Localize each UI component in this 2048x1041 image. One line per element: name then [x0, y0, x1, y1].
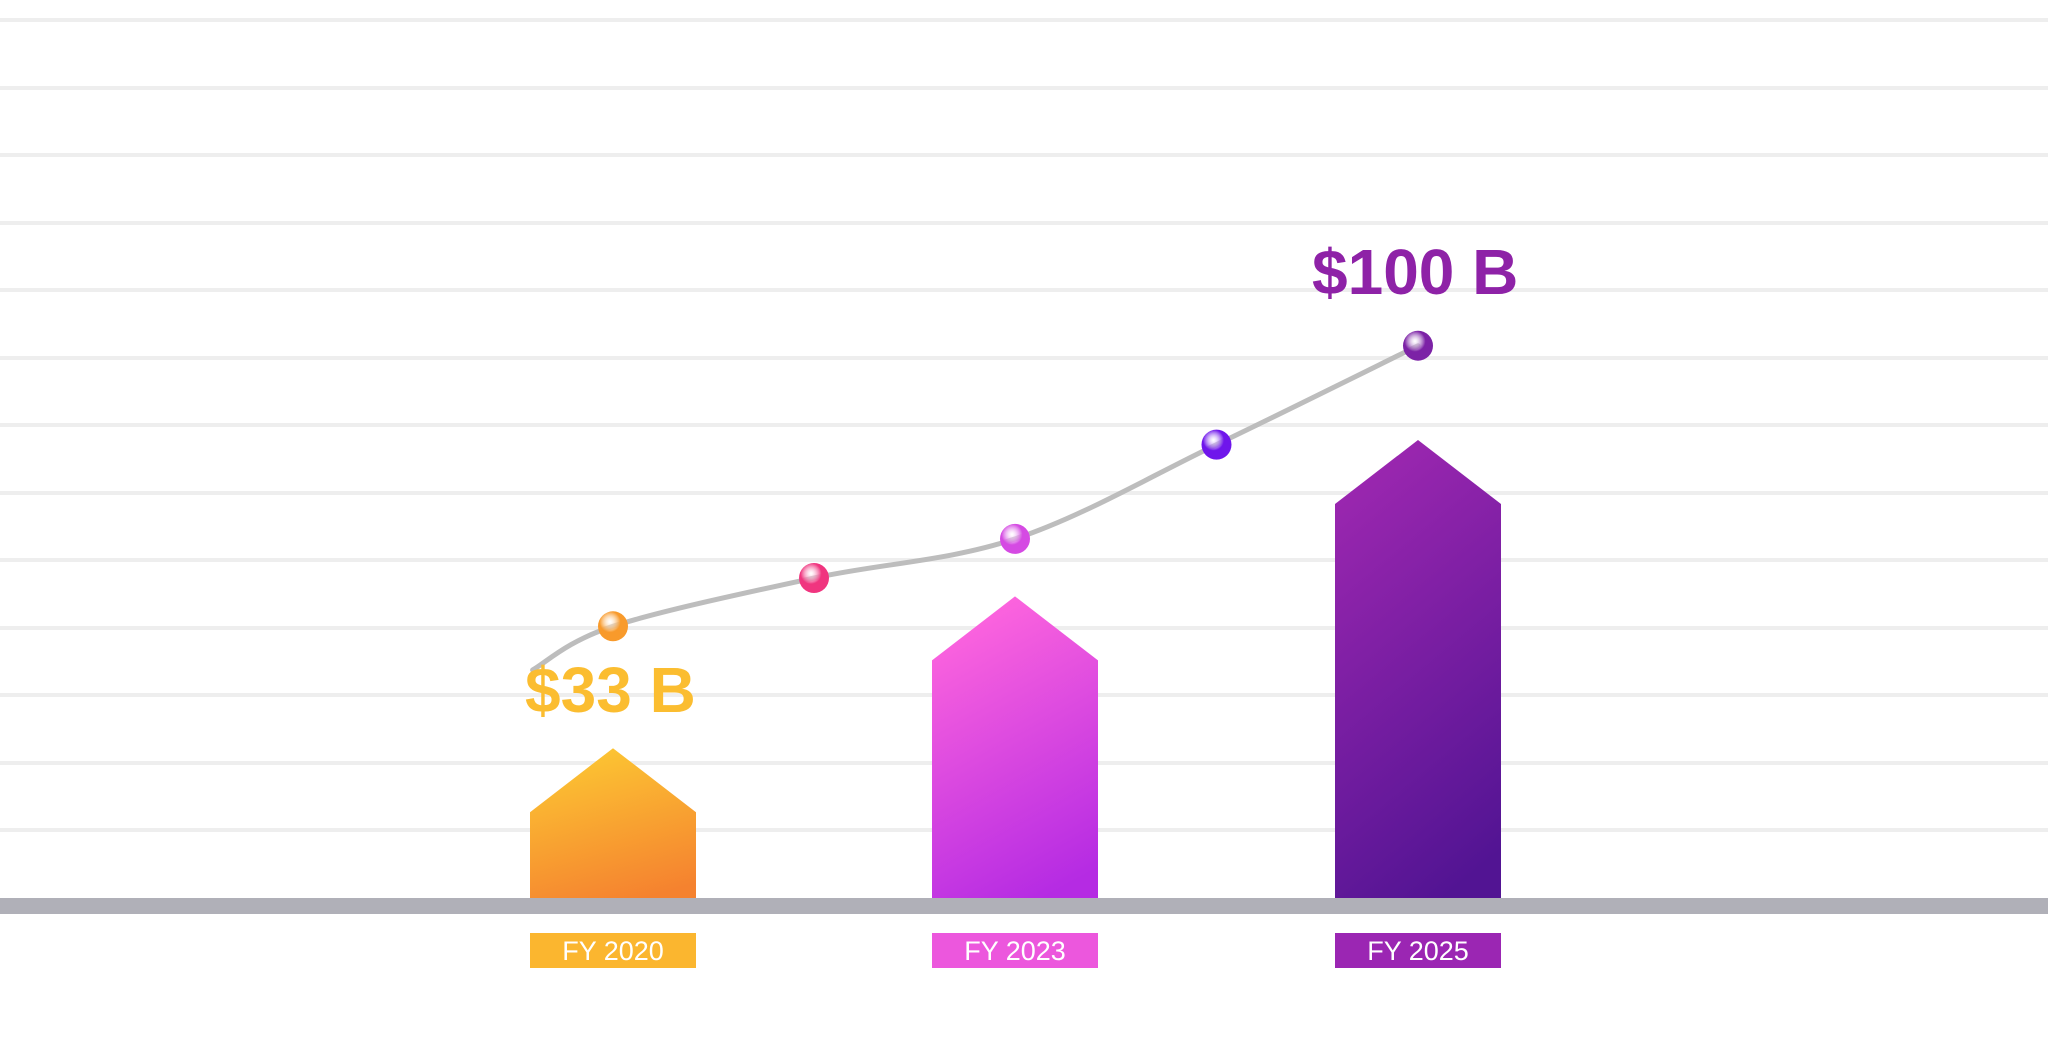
gridline [0, 423, 2048, 427]
trend-point [1403, 330, 1433, 361]
gridline [0, 558, 2048, 562]
value-label: $100 B [1312, 236, 1518, 308]
bars [530, 440, 1501, 900]
x-tick-label: FY 2025 [1367, 936, 1469, 966]
gridline [0, 153, 2048, 157]
x-tick-label: FY 2023 [964, 936, 1066, 966]
trend-point [799, 563, 829, 593]
gridline [0, 221, 2048, 225]
bar-fy-2020 [530, 748, 696, 900]
trend-line [530, 330, 1433, 673]
bar-fy-2025 [1335, 440, 1501, 900]
value-label: $33 B [525, 654, 696, 726]
trend-point [1000, 523, 1030, 554]
category-tags: FY 2020 FY 2023 FY 2025 [530, 933, 1501, 968]
gridline [0, 356, 2048, 360]
category-tag [1335, 933, 1501, 968]
trend-point [1201, 429, 1232, 460]
gridline [0, 18, 2048, 22]
trend-point [598, 611, 628, 642]
category-tag [932, 933, 1098, 968]
gridline [0, 86, 2048, 90]
x-axis-baseline [0, 898, 2048, 914]
x-tick-label: FY 2020 [562, 936, 664, 966]
gridline [0, 288, 2048, 292]
value-labels: $33 B $100 B [525, 236, 1518, 726]
gridline [0, 491, 2048, 495]
trend-curve [530, 343, 1421, 673]
bar-fy-2023 [932, 596, 1098, 900]
category-tag [530, 933, 696, 968]
